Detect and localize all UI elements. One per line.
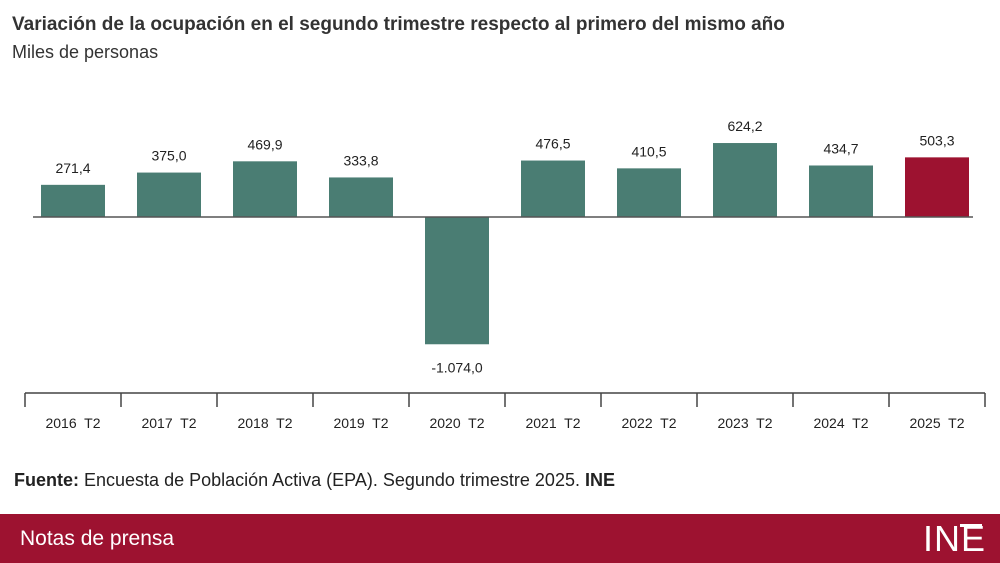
- bar-2016-T2: [41, 184, 105, 217]
- data-label: 333,8: [343, 152, 378, 168]
- ine-logo-bar: [960, 524, 982, 527]
- x-tick-label: 2016 T2: [45, 415, 100, 431]
- bar-chart: 271,4 2016 T2 375,0 2017 T2 469,9 2018 T2 333,…: [24, 118, 986, 431]
- data-label: 271,4: [55, 160, 90, 176]
- x-tick-label: 2021 T2: [525, 415, 580, 431]
- bar-2017-T2: [137, 172, 201, 217]
- x-tick-label: 2018 T2: [237, 415, 292, 431]
- bar-2021-T2: [521, 160, 585, 217]
- x-tick-label: 2020 T2: [429, 415, 484, 431]
- source-text: Encuesta de Población Activa (EPA). Segu…: [84, 470, 580, 490]
- chart-title: Variación de la ocupación en el segundo …: [12, 14, 785, 35]
- x-tick-label: 2022 T2: [621, 415, 676, 431]
- data-label: 503,3: [919, 132, 954, 148]
- data-label: 410,5: [631, 143, 666, 159]
- source-note: Fuente: Encuesta de Población Activa (EP…: [14, 470, 615, 491]
- x-tick-label: 2019 T2: [333, 415, 388, 431]
- data-label: 469,9: [247, 136, 282, 152]
- ine-logo: INE: [923, 518, 986, 560]
- footer-bar: Notas de prensa INE: [0, 514, 1000, 563]
- bar-2020-T2: [425, 217, 489, 345]
- bar-2018-T2: [233, 161, 297, 217]
- bar-2023-T2: [713, 143, 777, 217]
- chart-subtitle: Miles de personas: [12, 42, 159, 62]
- bar-2025-T2: [905, 157, 969, 217]
- data-label: 434,7: [823, 140, 858, 156]
- data-label: -1.074,0: [431, 359, 483, 375]
- x-tick-label: 2023 T2: [717, 415, 772, 431]
- x-tick-label: 2024 T2: [813, 415, 868, 431]
- data-label: 624,2: [727, 118, 762, 134]
- x-tick-label: 2025 T2: [909, 415, 964, 431]
- bar-2022-T2: [617, 168, 681, 217]
- bar-2019-T2: [329, 177, 393, 217]
- data-label: 375,0: [151, 148, 186, 164]
- bar-2024-T2: [809, 165, 873, 217]
- x-tick-label: 2017 T2: [141, 415, 196, 431]
- footer-label: Notas de prensa: [20, 527, 175, 550]
- source-org: INE: [584, 470, 615, 490]
- data-label: 476,5: [535, 136, 570, 152]
- source-label: Fuente:: [14, 470, 79, 490]
